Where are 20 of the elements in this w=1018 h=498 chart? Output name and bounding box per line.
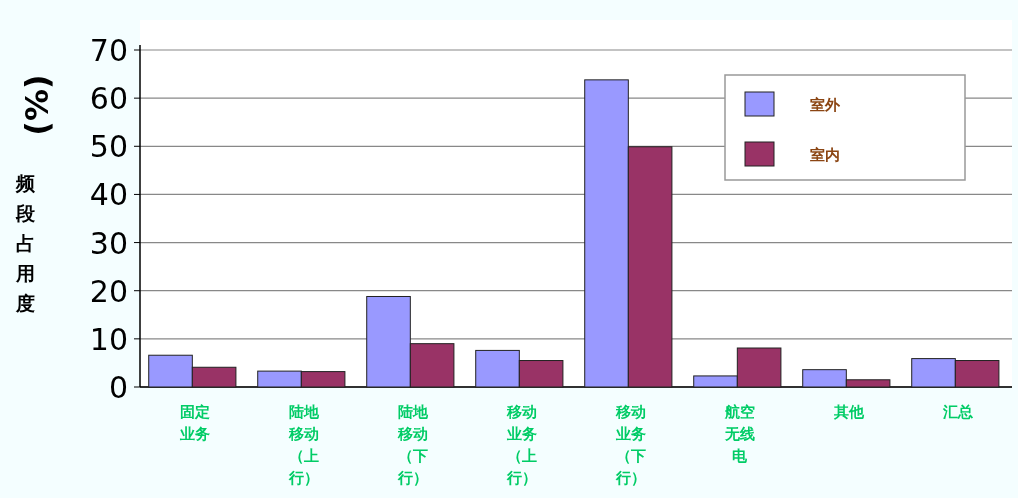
x-tick-label: 移动业务（下行） xyxy=(614,403,646,487)
y-tick-label: 60 xyxy=(89,81,128,117)
legend-label: 室内 xyxy=(810,146,840,164)
y-tick-label: 0 xyxy=(108,370,128,405)
y-tick-label: 40 xyxy=(89,177,128,213)
legend-label: 室外 xyxy=(810,96,841,114)
x-tick-label: 汇总 xyxy=(941,403,973,421)
y-tick-label: 70 xyxy=(89,33,128,68)
y-tick-label: 20 xyxy=(89,273,128,309)
y-tick-label: 30 xyxy=(89,225,128,261)
x-tick-label: 移动业务（上行） xyxy=(505,403,537,487)
x-tick-label: 陆地移动（上行） xyxy=(287,403,320,487)
x-tick-label: 固定业务 xyxy=(178,403,210,443)
x-tick-label: 其他 xyxy=(832,403,865,421)
x-tick-label: 陆地移动（下行） xyxy=(396,403,429,487)
y-axis-title: (%) xyxy=(18,74,56,136)
y-tick-label: 10 xyxy=(89,321,128,357)
x-tick-label: 航空无线电 xyxy=(723,403,755,465)
y-tick-label: 50 xyxy=(89,129,128,165)
text: 频段占用度 xyxy=(14,172,36,314)
